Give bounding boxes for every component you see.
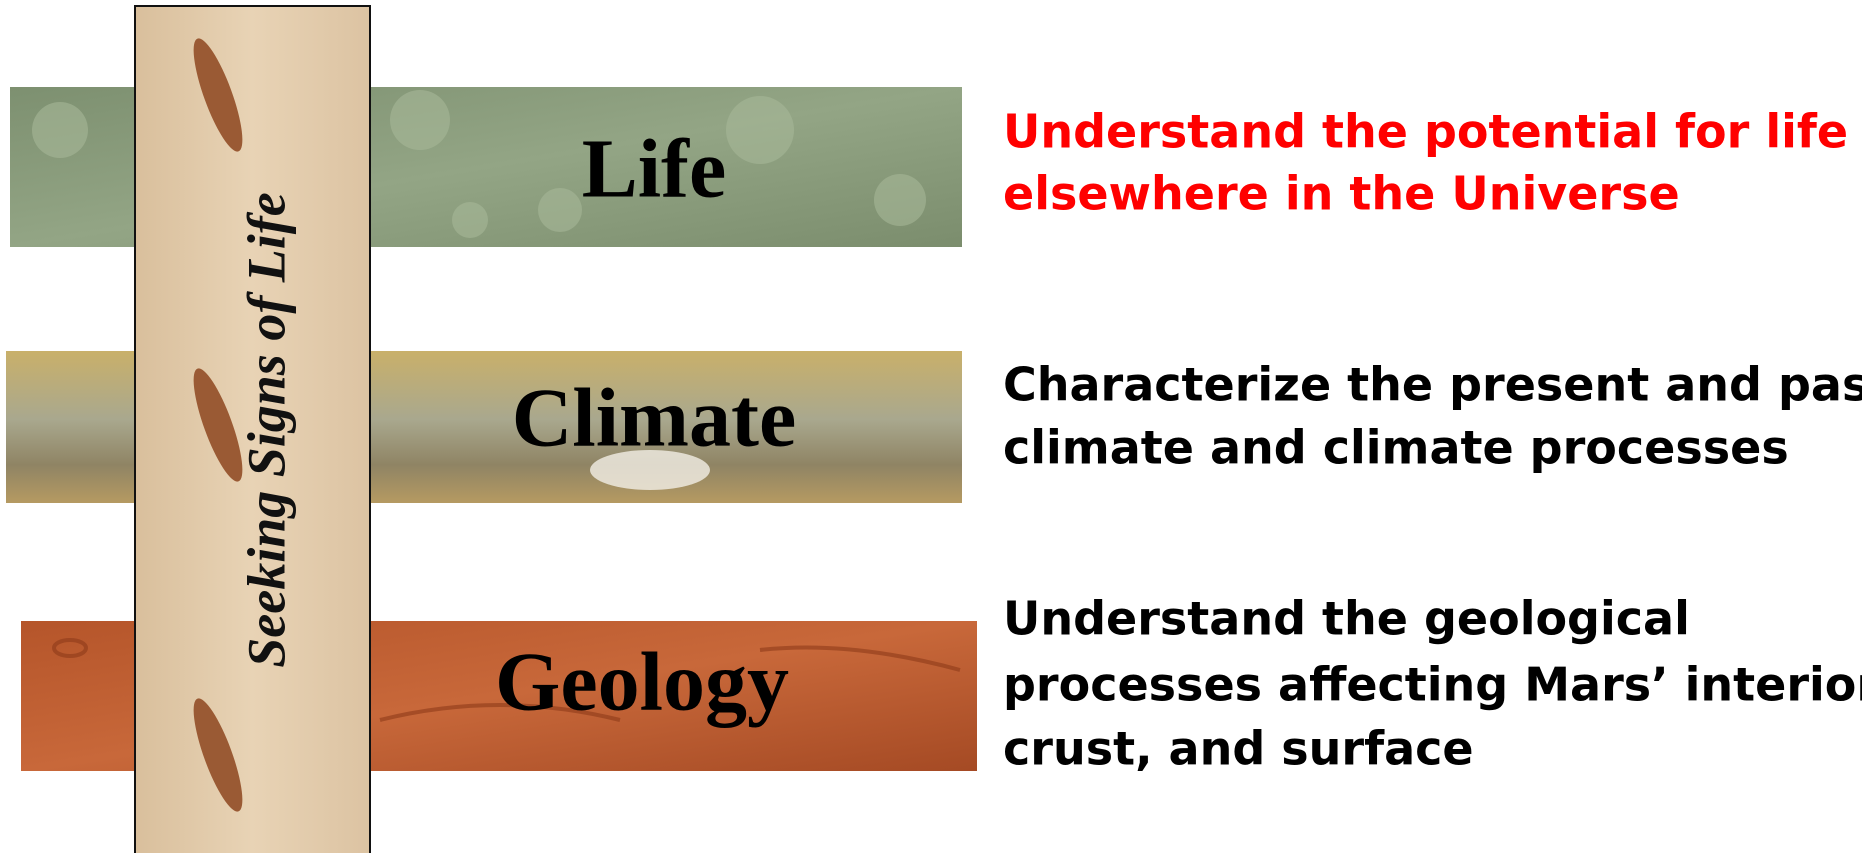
row-description: Understand the potential for life [1003, 105, 1848, 159]
row-description: Understand the geological [1003, 592, 1690, 646]
column: Seeking Signs of Life [135, 6, 370, 853]
row-description: Characterize the present and past [1003, 358, 1862, 412]
slide: Seeking Signs of Life Life Understand the… [0, 0, 1862, 853]
row-description: elsewhere in the Universe [1003, 167, 1680, 221]
row-label: Geology [495, 635, 789, 728]
column-title: Seeking Signs of Life [236, 192, 296, 668]
row-description: processes affecting Mars’ interior, [1003, 658, 1862, 712]
row-label: Climate [512, 371, 797, 464]
row-label: Life [582, 122, 727, 215]
row-description: climate and climate processes [1003, 421, 1789, 475]
row-description: crust, and surface [1003, 722, 1474, 776]
